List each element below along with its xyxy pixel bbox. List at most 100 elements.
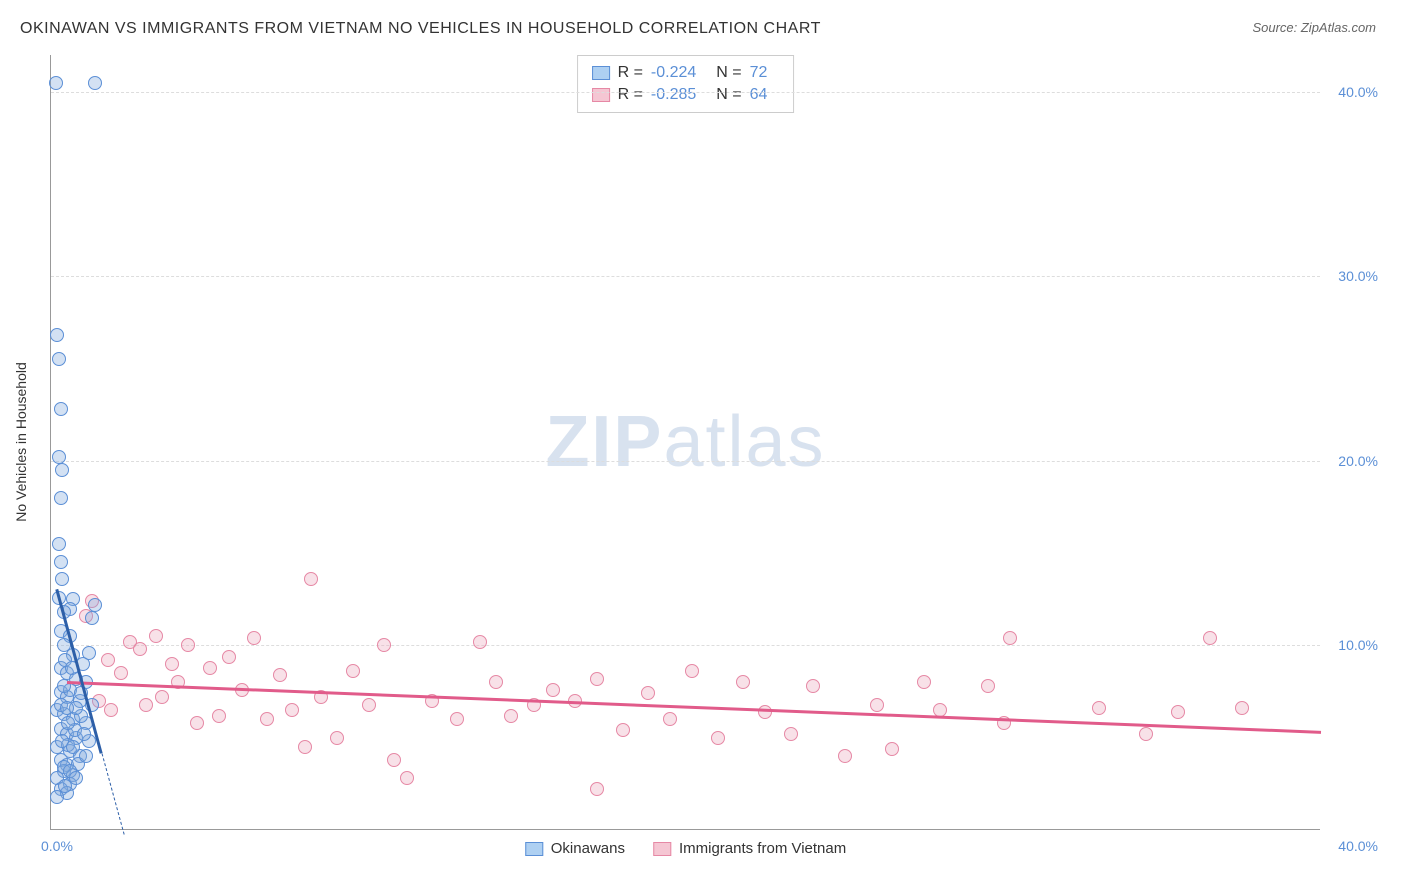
scatter-point-pink [736, 675, 750, 689]
chart-title: OKINAWAN VS IMMIGRANTS FROM VIETNAM NO V… [20, 20, 821, 38]
r-value-pink: -0.285 [651, 86, 696, 104]
grid-line [51, 461, 1320, 462]
n-value-pink: 64 [750, 86, 768, 104]
scatter-point-blue [54, 491, 68, 505]
scatter-point-pink [1092, 701, 1106, 715]
scatter-point-pink [838, 749, 852, 763]
scatter-point-blue [82, 646, 96, 660]
scatter-point-blue [55, 572, 69, 586]
y-tick-label: 40.0% [1338, 84, 1378, 100]
scatter-point-pink [870, 698, 884, 712]
y-tick-label: 30.0% [1338, 268, 1378, 284]
scatter-point-blue [85, 611, 99, 625]
scatter-point-pink [165, 657, 179, 671]
scatter-point-blue [55, 463, 69, 477]
trend-line-pink-solid [67, 681, 1321, 733]
scatter-point-pink [377, 638, 391, 652]
scatter-point-blue [52, 450, 66, 464]
trend-line-blue-dash [101, 753, 124, 834]
scatter-point-pink [260, 712, 274, 726]
scatter-point-pink [504, 709, 518, 723]
scatter-point-pink [190, 716, 204, 730]
scatter-point-pink [273, 668, 287, 682]
stats-row-pink: R = -0.285 N = 64 [592, 84, 780, 106]
scatter-point-pink [663, 712, 677, 726]
scatter-point-blue [49, 76, 63, 90]
scatter-point-pink [885, 742, 899, 756]
scatter-point-pink [285, 703, 299, 717]
bottom-legend: Okinawans Immigrants from Vietnam [525, 840, 846, 857]
y-axis-label: No Vehicles in Household [13, 362, 29, 522]
scatter-point-pink [489, 675, 503, 689]
scatter-point-pink [155, 690, 169, 704]
legend-swatch-blue [525, 842, 543, 856]
scatter-point-pink [1171, 705, 1185, 719]
legend-swatch-pink [653, 842, 671, 856]
stats-row-blue: R = -0.224 N = 72 [592, 62, 780, 84]
scatter-point-blue [88, 76, 102, 90]
scatter-point-pink [400, 771, 414, 785]
watermark: ZIPatlas [545, 401, 825, 483]
scatter-point-pink [304, 572, 318, 586]
grid-line [51, 276, 1320, 277]
scatter-point-pink [590, 782, 604, 796]
scatter-point-pink [114, 666, 128, 680]
scatter-point-pink [1203, 631, 1217, 645]
scatter-point-pink [387, 753, 401, 767]
scatter-point-pink [685, 664, 699, 678]
watermark-zip: ZIP [545, 402, 663, 482]
r-label: R = [618, 86, 643, 104]
scatter-point-pink [298, 740, 312, 754]
y-tick-label: 20.0% [1338, 453, 1378, 469]
x-tick-left: 0.0% [41, 838, 73, 854]
scatter-point-blue [60, 701, 74, 715]
scatter-point-pink [149, 629, 163, 643]
scatter-point-pink [181, 638, 195, 652]
scatter-point-pink [346, 664, 360, 678]
scatter-point-pink [784, 727, 798, 741]
r-value-blue: -0.224 [651, 64, 696, 82]
scatter-point-pink [133, 642, 147, 656]
scatter-point-blue [88, 598, 102, 612]
x-tick-right: 40.0% [1338, 838, 1378, 854]
header: OKINAWAN VS IMMIGRANTS FROM VIETNAM NO V… [0, 0, 1406, 48]
scatter-point-pink [616, 723, 630, 737]
r-label: R = [618, 64, 643, 82]
scatter-point-pink [641, 686, 655, 700]
source-attribution: Source: ZipAtlas.com [1252, 20, 1376, 35]
scatter-point-pink [1003, 631, 1017, 645]
scatter-point-blue [54, 402, 68, 416]
scatter-point-pink [139, 698, 153, 712]
n-label: N = [716, 64, 741, 82]
scatter-point-blue [79, 749, 93, 763]
scatter-point-pink [104, 703, 118, 717]
legend-label-blue: Okinawans [551, 840, 625, 857]
scatter-point-pink [362, 698, 376, 712]
scatter-point-pink [981, 679, 995, 693]
scatter-point-blue [69, 771, 83, 785]
scatter-point-blue [61, 716, 75, 730]
scatter-point-pink [546, 683, 560, 697]
scatter-point-blue [50, 328, 64, 342]
scatter-point-pink [473, 635, 487, 649]
stats-legend-box: R = -0.224 N = 72 R = -0.285 N = 64 [577, 55, 795, 113]
n-label: N = [716, 86, 741, 104]
scatter-point-pink [1139, 727, 1153, 741]
swatch-blue [592, 66, 610, 80]
scatter-point-pink [330, 731, 344, 745]
scatter-point-pink [450, 712, 464, 726]
chart-area: No Vehicles in Household ZIPatlas R = -0… [50, 55, 1375, 840]
scatter-point-pink [222, 650, 236, 664]
scatter-point-pink [917, 675, 931, 689]
scatter-point-pink [212, 709, 226, 723]
n-value-blue: 72 [750, 64, 768, 82]
legend-label-pink: Immigrants from Vietnam [679, 840, 846, 857]
scatter-point-blue [54, 555, 68, 569]
plot-region: No Vehicles in Household ZIPatlas R = -0… [50, 55, 1320, 830]
scatter-point-blue [66, 740, 80, 754]
scatter-point-pink [203, 661, 217, 675]
scatter-point-pink [1235, 701, 1249, 715]
scatter-point-pink [711, 731, 725, 745]
y-tick-label: 10.0% [1338, 637, 1378, 653]
scatter-point-pink [758, 705, 772, 719]
